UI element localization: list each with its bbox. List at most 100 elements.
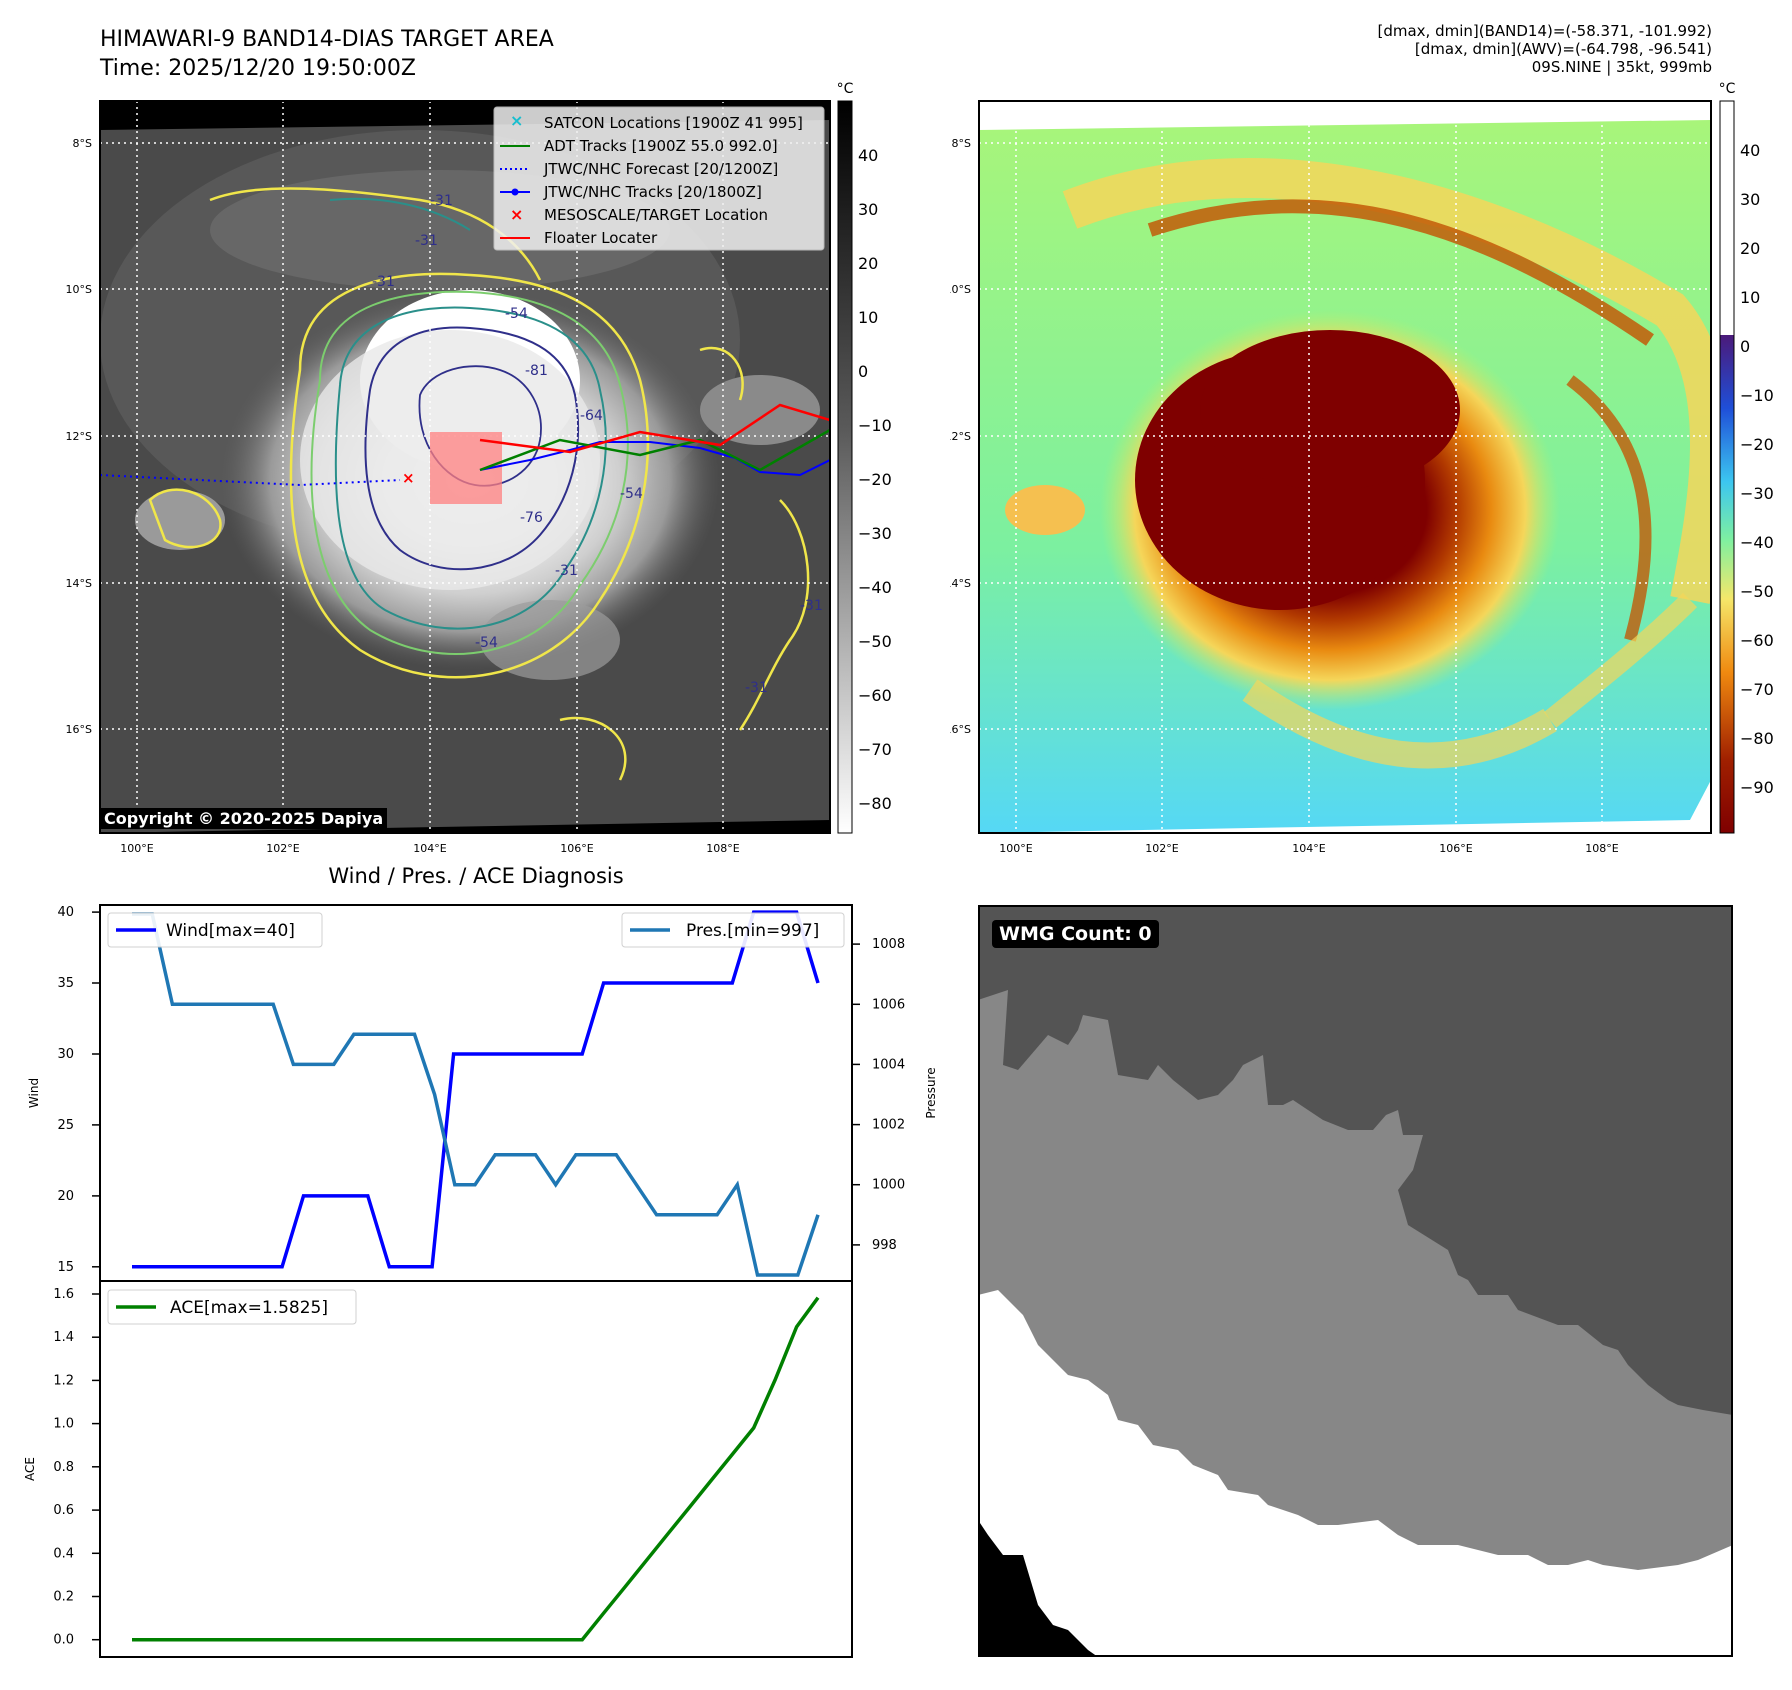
adt-track bbox=[479, 428, 830, 472]
ir-legend: × × SATCON Locations [1900Z 41 995] ADT … bbox=[493, 106, 825, 251]
colorbar-tick: −40 bbox=[1740, 533, 1774, 552]
ir-colorbar-ticks: 40 30 20 10 0 −10 −20 −30 −40 −50 −60 −7… bbox=[858, 146, 892, 813]
ir-lat-ticks: 8°S 10°S 12°S 14°S 16°S bbox=[66, 137, 92, 736]
awv-gridlines bbox=[979, 101, 1711, 833]
colorbar-tick: −60 bbox=[1740, 631, 1774, 650]
colorbar-tick: −50 bbox=[858, 632, 892, 651]
colorbar-tick: 10 bbox=[858, 308, 878, 327]
satcon-marker-icon: × bbox=[510, 111, 523, 130]
contour-label: -31 bbox=[372, 274, 395, 290]
colorbar-tick: −30 bbox=[858, 524, 892, 543]
ir-lon-ticks: 100°E 102°E 104°E 106°E 108°E bbox=[120, 842, 739, 855]
legend-label: ADT Tracks [1900Z 55.0 992.0] bbox=[544, 137, 778, 155]
wind-y-ticks: 15 20 25 30 35 40 bbox=[57, 905, 100, 1275]
target-marker: × bbox=[402, 469, 415, 487]
awv-colorbar-ticks: 40 30 20 10 0 −10 −20 −30 −40 −50 −60 −7… bbox=[1740, 141, 1774, 797]
colorbar-tick: 40 bbox=[858, 146, 878, 165]
y-tick-label: 0.4 bbox=[53, 1546, 74, 1561]
lat-tick: 16°S bbox=[950, 723, 971, 736]
contour-label: -31 bbox=[430, 193, 453, 209]
y-tick-label: 1000 bbox=[872, 1178, 905, 1193]
info-block: [dmax, dmin](BAND14)=(-58.371, -101.992)… bbox=[1377, 22, 1712, 76]
contour-labels: -31 -31 -31 -54 -81 -64 -54 -76 -31 -54 … bbox=[372, 193, 823, 696]
lon-tick: 100°E bbox=[999, 842, 1032, 855]
awv-image bbox=[979, 101, 1711, 833]
y-tick-label: 0.6 bbox=[53, 1503, 74, 1518]
y-tick-label: 1.6 bbox=[53, 1287, 74, 1302]
y-tick-label: 1.4 bbox=[53, 1330, 74, 1345]
diag-title: Wind / Pres. / ACE Diagnosis bbox=[328, 864, 624, 888]
colorbar-tick: 20 bbox=[858, 254, 878, 273]
y-tick-label: 998 bbox=[872, 1238, 897, 1253]
colorbar-tick: −10 bbox=[1740, 386, 1774, 405]
contour-label: -31 bbox=[800, 598, 823, 614]
info-storm: 09S.NINE | 35kt, 999mb bbox=[1531, 58, 1712, 76]
lat-tick: 10°S bbox=[950, 283, 971, 296]
info-awv: [dmax, dmin](AWV)=(-64.798, -96.541) bbox=[1414, 40, 1712, 58]
colorbar-tick: −80 bbox=[1740, 729, 1774, 748]
lon-tick: 106°E bbox=[1439, 842, 1472, 855]
wind-series-line bbox=[132, 910, 820, 1269]
lon-tick: 108°E bbox=[706, 842, 739, 855]
colorbar-tick: 20 bbox=[1740, 239, 1760, 258]
y-tick-label: 30 bbox=[57, 1047, 74, 1062]
colorbar-tick: −20 bbox=[858, 470, 892, 489]
legend-label: JTWC/NHC Tracks [20/1800Z] bbox=[543, 183, 762, 201]
ace-y-ticks: 0.0 0.2 0.4 0.6 0.8 1.0 1.2 1.4 1.6 bbox=[53, 1287, 100, 1648]
y-tick-label: 40 bbox=[57, 905, 74, 920]
y-tick-label: 0.0 bbox=[53, 1633, 74, 1648]
contour-label: -54 bbox=[505, 306, 528, 322]
legend-label: SATCON Locations [1900Z 41 995] bbox=[544, 114, 803, 132]
lat-tick: 8°S bbox=[952, 137, 971, 150]
pressure-axis-label: Pressure bbox=[924, 1067, 938, 1118]
copyright-badge: Copyright © 2020-2025 Dapiya bbox=[100, 808, 388, 829]
legend-label: MESOSCALE/TARGET Location bbox=[544, 206, 768, 224]
legend-label: JTWC/NHC Forecast [20/1200Z] bbox=[543, 160, 778, 178]
lon-tick: 108°E bbox=[1585, 842, 1618, 855]
colorbar-tick: 30 bbox=[858, 200, 878, 219]
lat-tick: 8°S bbox=[73, 137, 92, 150]
contour-label: -31 bbox=[555, 563, 578, 579]
lon-tick: 102°E bbox=[266, 842, 299, 855]
y-tick-label: 15 bbox=[57, 1260, 74, 1275]
info-band14: [dmax, dmin](BAND14)=(-58.371, -101.992) bbox=[1377, 22, 1712, 40]
wmg-panel bbox=[978, 905, 1733, 1657]
pressure-legend-label: Pres.[min=997] bbox=[686, 921, 819, 941]
colorbar-unit: °C bbox=[1719, 81, 1736, 97]
legend-label: Floater Locater bbox=[544, 229, 658, 247]
y-tick-label: 25 bbox=[57, 1118, 74, 1133]
floater-track bbox=[479, 403, 830, 454]
track-dot-icon bbox=[511, 188, 519, 196]
y-tick-label: 1008 bbox=[872, 937, 905, 952]
colorbar-tick: −90 bbox=[1740, 778, 1774, 797]
wind-pres-axes bbox=[99, 904, 853, 1282]
forecast-track bbox=[100, 474, 401, 487]
y-tick-label: 20 bbox=[57, 1189, 74, 1204]
contour-label: -31 bbox=[415, 233, 438, 249]
colorbar-tick: 0 bbox=[858, 362, 868, 381]
colorbar-tick: −70 bbox=[1740, 680, 1774, 699]
colorbar-tick: −50 bbox=[1740, 582, 1774, 601]
ir-gridlines bbox=[100, 101, 830, 833]
y-tick-label: 1002 bbox=[872, 1118, 905, 1133]
lat-tick: 16°S bbox=[66, 723, 92, 736]
target-marker-icon: × bbox=[510, 205, 523, 224]
lat-tick: 10°S bbox=[66, 283, 92, 296]
y-tick-label: 1.0 bbox=[53, 1417, 74, 1432]
wind-legend-label: Wind[max=40] bbox=[166, 921, 295, 941]
y-tick-label: 0.2 bbox=[53, 1590, 74, 1605]
lon-tick: 100°E bbox=[120, 842, 153, 855]
ace-legend-label: ACE[max=1.5825] bbox=[170, 1298, 328, 1318]
colorbar-tick: 10 bbox=[1740, 288, 1760, 307]
ace-axis-label: ACE bbox=[23, 1457, 37, 1481]
pressure-legend: Pres.[min=997] bbox=[621, 912, 845, 948]
ace-legend: ACE[max=1.5825] bbox=[107, 1289, 357, 1325]
diagnosis-chart: 15 20 25 30 35 40 998 1000 1002 1004 1006 1008 0.0… bbox=[23, 904, 938, 1658]
timestamp: Time: 2025/12/20 19:50:00Z bbox=[100, 56, 416, 81]
lat-tick: 14°S bbox=[66, 577, 92, 590]
ir-colorbar bbox=[837, 100, 853, 834]
page-title: HIMAWARI-9 BAND14-DIAS TARGET AREA bbox=[100, 27, 554, 52]
ace-series-line bbox=[132, 1296, 820, 1642]
lon-tick: 104°E bbox=[1292, 842, 1325, 855]
colorbar-tick: −20 bbox=[1740, 435, 1774, 454]
